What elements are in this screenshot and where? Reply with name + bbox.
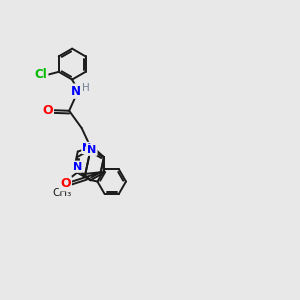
Text: N: N xyxy=(87,145,97,155)
Text: Cl: Cl xyxy=(34,68,47,81)
Text: O: O xyxy=(42,104,53,117)
Text: H: H xyxy=(82,83,89,93)
Text: N: N xyxy=(71,85,81,98)
Text: N: N xyxy=(82,143,91,153)
Text: O: O xyxy=(60,177,71,190)
Text: N: N xyxy=(73,162,82,172)
Text: CH₃: CH₃ xyxy=(53,188,72,198)
